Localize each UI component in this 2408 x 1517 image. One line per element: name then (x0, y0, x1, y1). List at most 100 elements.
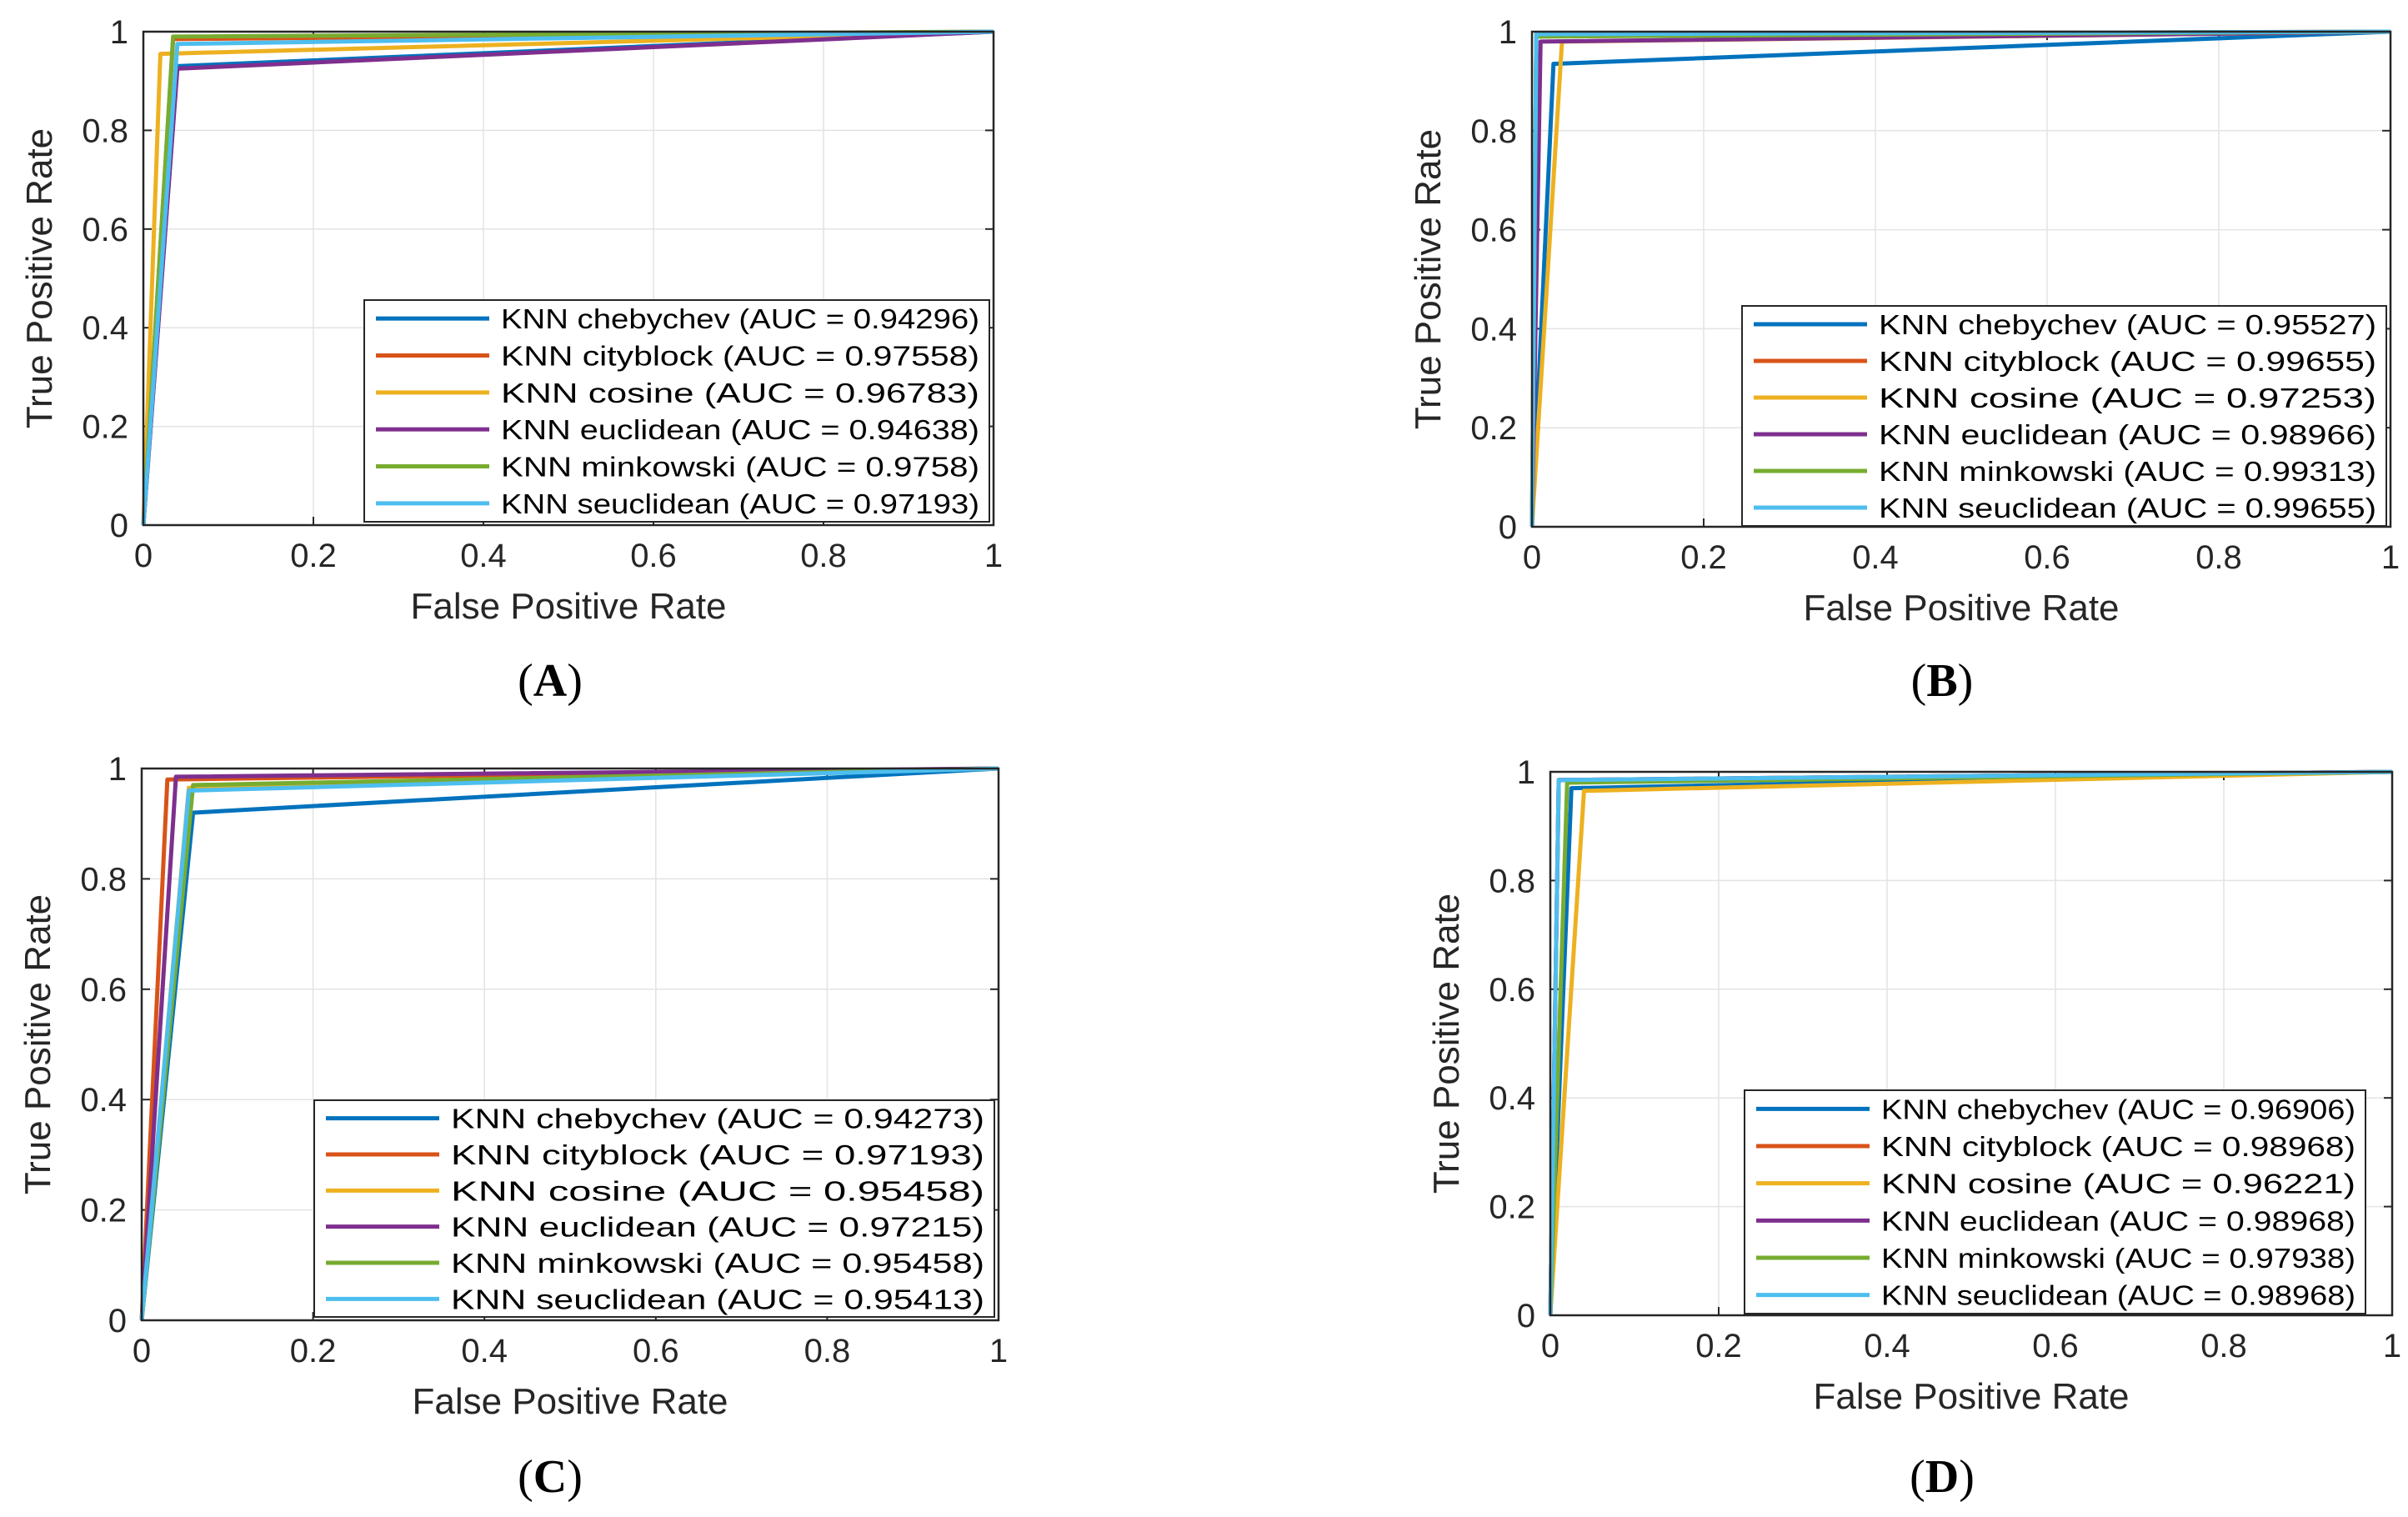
x-tick-label: 1 (2381, 539, 2400, 576)
roc-line-6 (1548, 769, 2393, 1316)
x-axis-label: False Positive Rate (412, 1381, 728, 1422)
roc-line-3 (1548, 769, 2393, 1316)
y-axis-label: True Positive Rate (18, 894, 58, 1194)
legend-entry: KNN seuclidean (AUC = 0.97193) (501, 488, 979, 519)
legend-entry: KNN chebychev (AUC = 0.94296) (501, 303, 979, 334)
x-tick-label: 0.8 (800, 538, 847, 574)
panel-label-c: (C) (518, 1451, 583, 1503)
legend-entry: KNN seuclidean (AUC = 0.99655) (1879, 493, 2376, 523)
x-axis-label: False Positive Rate (410, 586, 726, 627)
x-tick-label: 0 (133, 1333, 151, 1369)
y-tick-label: 0.6 (80, 972, 127, 1009)
y-tick-label: 1 (1499, 14, 1517, 51)
axes-box (140, 767, 1000, 1322)
x-tick-label: 0.4 (1852, 539, 1899, 576)
y-tick-label: 0.4 (82, 310, 128, 347)
legend-entry: KNN euclidean (AUC = 0.94638) (501, 414, 979, 445)
panel-label-a: (A) (518, 655, 583, 707)
legend-box (363, 299, 990, 523)
roc-line-1 (1529, 29, 2391, 528)
legend-entry: KNN minkowski (AUC = 0.99313) (1879, 456, 2376, 487)
x-axis-label: False Positive Rate (1803, 588, 2119, 628)
x-tick-label: 0.8 (2195, 539, 2242, 576)
legend: KNN chebychev (AUC = 0.95527) KNN cityblo… (1741, 305, 2387, 527)
y-tick-label: 0 (1517, 1298, 1535, 1334)
y-tick-label: 0.4 (1489, 1080, 1535, 1117)
y-tick-label: 1 (110, 14, 128, 51)
legend-entry: KNN cityblock (AUC = 0.97193) (451, 1139, 984, 1170)
y-tick-label: 0.4 (80, 1082, 127, 1119)
x-tick-label: 0.6 (2024, 539, 2070, 576)
y-tick-label: 0.8 (80, 861, 127, 898)
legend: KNN chebychev (AUC = 0.96906) KNN cityblo… (1744, 1089, 2366, 1314)
legend-entry: KNN euclidean (AUC = 0.98968) (1881, 1205, 2355, 1236)
legend-entry: KNN cosine (AUC = 0.96783) (501, 378, 979, 408)
y-tick-label: 0.8 (82, 113, 128, 149)
x-tick-label: 1 (989, 1333, 1008, 1369)
x-tick-label: 0 (1523, 539, 1541, 576)
x-tick-label: 1 (984, 538, 1003, 574)
roc-line-4 (139, 766, 999, 1321)
legend-entry: KNN cosine (AUC = 0.95458) (451, 1175, 984, 1206)
y-tick-label: 0.2 (80, 1193, 127, 1229)
chart-panel-a: 0 0.2 0.4 0.6 0.8 1 0 0.2 0.4 0.6 0.8 1 False Positi… (19, 14, 1003, 627)
legend-entry: KNN minkowski (AUC = 0.95458) (451, 1248, 984, 1279)
y-tick-label: 0.8 (1470, 113, 1517, 150)
x-tick-label: 0.2 (290, 1333, 337, 1369)
legend-entry: KNN cosine (AUC = 0.96221) (1881, 1169, 2355, 1199)
roc-line-6 (139, 766, 999, 1321)
x-axis-label: False Positive Rate (1813, 1376, 2129, 1417)
y-axis-label: True Positive Rate (1408, 129, 1449, 429)
x-tick-label: 0.4 (1864, 1328, 1910, 1364)
chart-panel-d: 0 0.2 0.4 0.6 0.8 1 0 0.2 0.4 0.6 0.8 1 False Positi… (1426, 754, 2401, 1417)
y-tick-label: 0.2 (82, 409, 128, 446)
x-tick-label: 0.4 (461, 1333, 508, 1369)
y-tick-label: 0.4 (1470, 311, 1517, 348)
x-tick-label: 0.6 (630, 538, 677, 574)
y-axis-label: True Positive Rate (1426, 894, 1467, 1194)
legend-entry: KNN chebychev (AUC = 0.96906) (1881, 1094, 2355, 1124)
x-tick-label: 0.8 (804, 1333, 851, 1369)
y-tick-label: 1 (108, 751, 127, 788)
axes-box (1549, 770, 2394, 1317)
legend-entry: KNN chebychev (AUC = 0.95527) (1879, 309, 2376, 340)
axes-box (142, 30, 995, 527)
x-tick-label: 0.6 (2032, 1328, 2079, 1364)
x-tick-label: 0.4 (460, 538, 507, 574)
legend: KNN chebychev (AUC = 0.94296) KNN cityblo… (363, 299, 990, 523)
legend-entry: KNN seuclidean (AUC = 0.95413) (451, 1284, 984, 1314)
x-tick-label: 0.2 (290, 538, 337, 574)
chart-panel-b: 0 0.2 0.4 0.6 0.8 1 0 0.2 0.4 0.6 0.8 1 False Positi… (1408, 14, 2400, 628)
panel-label-d: (D) (1910, 1451, 1975, 1503)
y-axis-label: True Positive Rate (19, 128, 60, 428)
legend-entry: KNN euclidean (AUC = 0.97215) (451, 1212, 984, 1243)
legend-box (313, 1099, 995, 1318)
roc-line-3 (141, 29, 994, 526)
y-tick-label: 0.2 (1470, 410, 1517, 447)
legend: KNN chebychev (AUC = 0.94273) KNN cityblo… (313, 1099, 995, 1318)
x-tick-label: 0 (1541, 1328, 1559, 1364)
x-tick-label: 0.2 (1695, 1328, 1742, 1364)
y-tick-label: 0 (110, 508, 128, 544)
legend-entry: KNN cityblock (AUC = 0.99655) (1879, 346, 2376, 377)
chart-panel-c: 0 0.2 0.4 0.6 0.8 1 0 0.2 0.4 0.6 0.8 1 False Positi… (18, 751, 1008, 1422)
legend-entry: KNN cosine (AUC = 0.97253) (1879, 383, 2376, 413)
legend-entry: KNN chebychev (AUC = 0.94273) (451, 1104, 984, 1134)
y-tick-label: 0 (1499, 509, 1517, 546)
legend-entry: KNN euclidean (AUC = 0.98966) (1879, 419, 2376, 450)
y-tick-label: 0 (108, 1303, 127, 1339)
legend-entry: KNN seuclidean (AUC = 0.98968) (1881, 1280, 2355, 1311)
y-tick-label: 0.6 (82, 212, 128, 248)
x-tick-label: 0 (134, 538, 153, 574)
legend-entry: KNN minkowski (AUC = 0.97938) (1881, 1243, 2355, 1274)
x-tick-label: 0.2 (1680, 539, 1727, 576)
x-tick-label: 0.6 (633, 1333, 679, 1369)
y-tick-label: 0.6 (1470, 213, 1517, 249)
legend-entry: KNN minkowski (AUC = 0.9758) (501, 452, 979, 483)
y-tick-label: 0.8 (1489, 863, 1535, 899)
y-tick-label: 0.2 (1489, 1189, 1535, 1226)
x-tick-label: 1 (2383, 1328, 2401, 1364)
y-tick-label: 0.6 (1489, 972, 1535, 1009)
panel-label-b: (B) (1911, 655, 1974, 707)
